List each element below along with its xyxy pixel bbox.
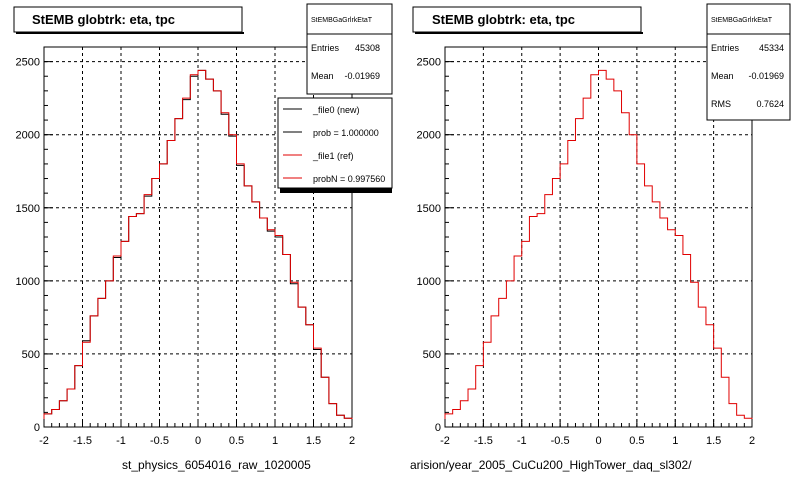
- legend-entry-new: _file0 (new): [283, 105, 360, 115]
- left-entries-label: Entries: [311, 43, 340, 53]
- right-histogram-panel: 0 500 1000 1500 2000 2500 -2 -1.5 -1 -0.5 0 0.5 1 1.…: [410, 3, 791, 472]
- left-title-box: [13, 6, 243, 33]
- left-x-tick-label: 2: [349, 435, 355, 447]
- right-y-tick-label: 0: [435, 422, 441, 434]
- left-x-tick-label: -1.5: [73, 435, 92, 447]
- left-histogram-panel: 0 500 1000 1500 2000 2500 -2 -1.5 -1 -0.5 0 0.5 1 1.…: [13, 3, 393, 472]
- legend-entry-prob: prob = 1.000000: [283, 128, 379, 138]
- right-title-box: [412, 6, 642, 33]
- right-title-shadow: [415, 32, 643, 34]
- left-entries-value: 45308: [355, 43, 380, 53]
- left-x-tick-label: -0.5: [150, 435, 169, 447]
- left-mean-label: Mean: [311, 71, 334, 81]
- left-y-tick-label: 2000: [16, 130, 40, 142]
- right-y-tick-label: 1000: [417, 276, 441, 288]
- right-y-axis: 0 500 1000 1500 2000 2500: [417, 46, 454, 434]
- left-x-tick-label: 0.5: [229, 435, 244, 447]
- left-x-tick-label: 1: [272, 435, 278, 447]
- left-mean-value: -0.01969: [344, 71, 380, 81]
- right-mean-value: -0.01969: [748, 71, 784, 81]
- left-footer-label: st_physics_6054016_raw_1020005: [122, 458, 311, 472]
- left-legend-shadow: [280, 188, 392, 193]
- left-y-tick-label: 1000: [16, 276, 40, 288]
- right-y-tick-label: 2500: [417, 57, 441, 69]
- legend-label-probn: probN = 0.997560: [313, 174, 385, 184]
- right-entries-value: 45334: [759, 43, 784, 53]
- right-stats-box: [706, 3, 791, 121]
- left-title: StEMB globtrk: eta, tpc: [32, 12, 175, 27]
- legend-entry-probn: probN = 0.997560: [283, 174, 385, 184]
- right-stats-name: StEMBGaGrlrkEtaT: [711, 17, 773, 24]
- left-x-tick-label: -2: [39, 435, 49, 447]
- right-x-tick-label: -2: [440, 435, 450, 447]
- right-x-tick-label: 0: [595, 435, 601, 447]
- right-y-tick-label: 500: [423, 349, 441, 361]
- right-x-tick-label: -0.5: [551, 435, 570, 447]
- legend-label-ref: _file1 (ref): [312, 151, 354, 161]
- left-y-axis: 0 500 1000 1500 2000 2500: [16, 46, 53, 434]
- right-x-tick-label: 2: [749, 435, 755, 447]
- left-legend-box: [277, 97, 393, 189]
- right-footer-label: arision/year_2005_CuCu200_HighTower_daq_…: [410, 458, 692, 472]
- left-x-tick-label: -1: [116, 435, 126, 447]
- left-title-shadow: [16, 32, 244, 34]
- left-y-tick-label: 1500: [16, 203, 40, 215]
- right-histogram-series-0: [444, 69, 753, 427]
- right-entries-label: Entries: [711, 43, 740, 53]
- left-y-tick-label: 0: [34, 422, 40, 434]
- right-x-tick-label: -1: [517, 435, 527, 447]
- right-y-tick-label: 1500: [417, 203, 441, 215]
- right-plot-frame: [444, 46, 753, 428]
- legend-label-prob: prob = 1.000000: [313, 128, 379, 138]
- left-x-axis: -2 -1.5 -1 -0.5 0 0.5 1 1.5 2: [39, 419, 355, 447]
- right-mean-label: Mean: [711, 71, 734, 81]
- left-stats-name: StEMBGaGrlrkEtaT: [311, 17, 373, 24]
- right-x-axis: -2 -1.5 -1 -0.5 0 0.5 1 1.5 2: [440, 419, 755, 447]
- left-stats-box: [306, 3, 393, 95]
- left-histogram-series: [43, 69, 353, 427]
- right-y-tick-label: 2000: [417, 130, 441, 142]
- legend-entry-ref: _file1 (ref): [283, 151, 354, 161]
- left-y-tick-label: 2500: [16, 57, 40, 69]
- left-x-tick-label: 0: [195, 435, 201, 447]
- right-x-tick-label: 1.5: [706, 435, 721, 447]
- right-x-tick-label: 0.5: [629, 435, 644, 447]
- left-y-tick-label: 500: [22, 349, 40, 361]
- right-x-tick-label: 1: [672, 435, 678, 447]
- right-x-tick-label: -1.5: [474, 435, 493, 447]
- right-title: StEMB globtrk: eta, tpc: [432, 12, 575, 27]
- right-rms-value: 0.7624: [756, 99, 784, 109]
- right-histogram-series: [444, 69, 753, 427]
- left-x-tick-label: 1.5: [306, 435, 321, 447]
- right-rms-label: RMS: [711, 99, 731, 109]
- left-histogram-series-1: [43, 69, 353, 427]
- legend-label-new: _file0 (new): [312, 105, 360, 115]
